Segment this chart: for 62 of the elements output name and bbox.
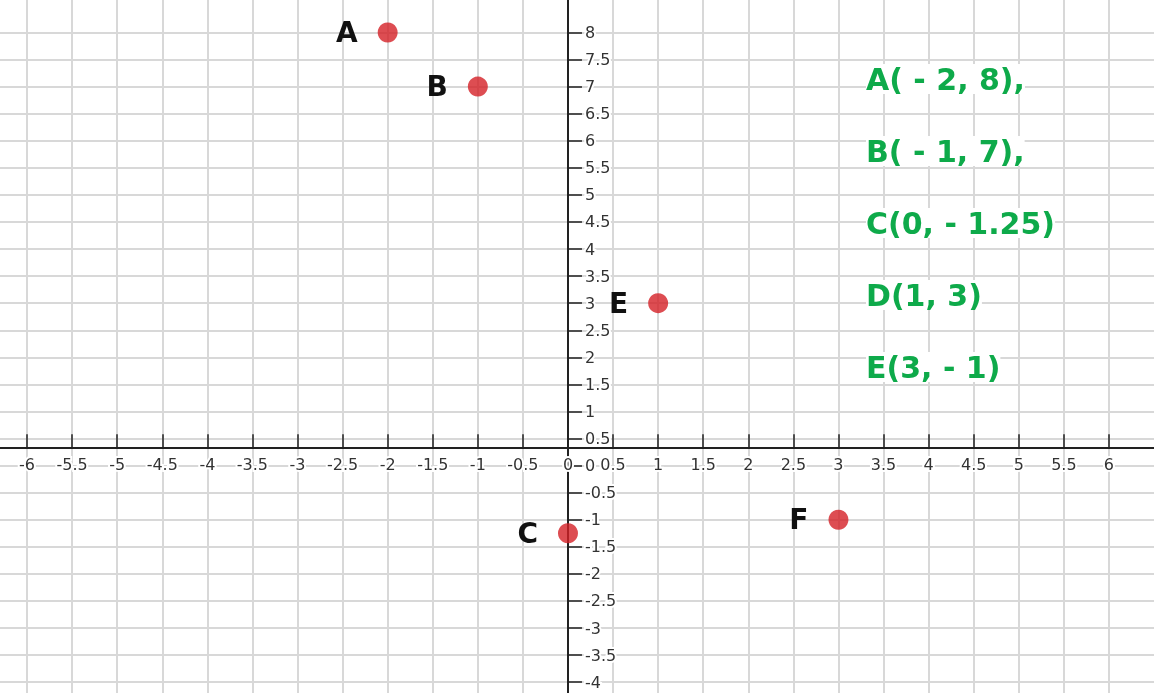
y-tick-label: 5.5 (584, 158, 611, 178)
x-tick-label: -2 (379, 454, 396, 474)
annotation: F (789, 503, 809, 537)
y-tick-label: 2.5 (584, 320, 611, 340)
y-tick-label: 3 (584, 293, 596, 313)
annotation: A (336, 15, 358, 49)
y-tick-label: -3.5 (584, 645, 617, 665)
y-tick-label: -1.5 (584, 537, 617, 557)
y-tick-label: 6.5 (584, 104, 611, 124)
x-tick-label: -1.5 (417, 454, 449, 474)
y-tick-label: 4.5 (584, 212, 611, 232)
annotation: B( - 1, 7), (866, 133, 1025, 169)
x-tick-label: 6 (1103, 454, 1115, 474)
y-tick-label: 2 (584, 347, 596, 367)
x-tick-label: -4 (199, 454, 216, 474)
y-tick-label: -3 (584, 618, 601, 638)
point (377, 22, 398, 43)
x-tick-label: 4.5 (960, 454, 987, 474)
y-tick-label: -2.5 (584, 591, 617, 611)
x-tick-label: 3 (833, 454, 844, 474)
annotation: C(0, - 1.25) (866, 205, 1056, 241)
y-tick-label: 7.5 (584, 50, 611, 70)
y-tick-label: 0.5 (584, 429, 611, 449)
y-tick-label: 6 (584, 131, 596, 151)
annotation: C (517, 516, 538, 550)
y-tick-label: 1 (584, 401, 596, 421)
annotation: A( - 2, 8), (866, 61, 1025, 97)
x-tick-label: -0.5 (507, 454, 539, 474)
x-tick-label: 1 (653, 454, 664, 474)
point (828, 509, 849, 530)
x-tick-label: -3.5 (236, 454, 269, 474)
x-tick-label: 2 (743, 454, 754, 474)
x-tick-label: 4 (923, 454, 934, 474)
y-tick-label: -1 (584, 510, 601, 530)
annotation: E(3, - 1) (866, 349, 1001, 385)
x-tick-label: -3 (289, 454, 306, 474)
y-tick-label: -2 (584, 564, 601, 584)
y-tick-label: 8 (584, 22, 596, 42)
x-tick-label: -4.5 (146, 454, 178, 474)
y-tick-label: 1.5 (584, 374, 611, 394)
annotation: E (609, 286, 629, 320)
x-tick-label: 2.5 (780, 454, 807, 474)
y-tick-label: 7 (584, 77, 596, 97)
x-tick-label: 5 (1013, 454, 1024, 474)
x-tick-label: -6 (19, 454, 36, 474)
x-tick-label: -2.5 (326, 454, 359, 474)
x-tick-label: 1.5 (690, 454, 716, 474)
point (467, 76, 488, 97)
annotation: D(1, 3) (866, 277, 982, 313)
y-tick-label: 4 (584, 239, 596, 259)
x-tick-label: -5 (109, 454, 126, 474)
y-tick-label: -0.5 (584, 483, 617, 503)
y-tick-label: 3.5 (584, 266, 611, 286)
x-tick-label: 3.5 (870, 454, 897, 474)
x-tick-label: -1 (469, 454, 486, 474)
point (648, 293, 669, 314)
x-tick-label: 5.5 (1051, 454, 1077, 474)
y-tick-label: 5 (584, 185, 596, 205)
x-tick-label: -5.5 (56, 454, 88, 474)
y-tick-label: -4 (584, 672, 601, 692)
point (558, 523, 578, 544)
annotation: B (426, 70, 448, 104)
